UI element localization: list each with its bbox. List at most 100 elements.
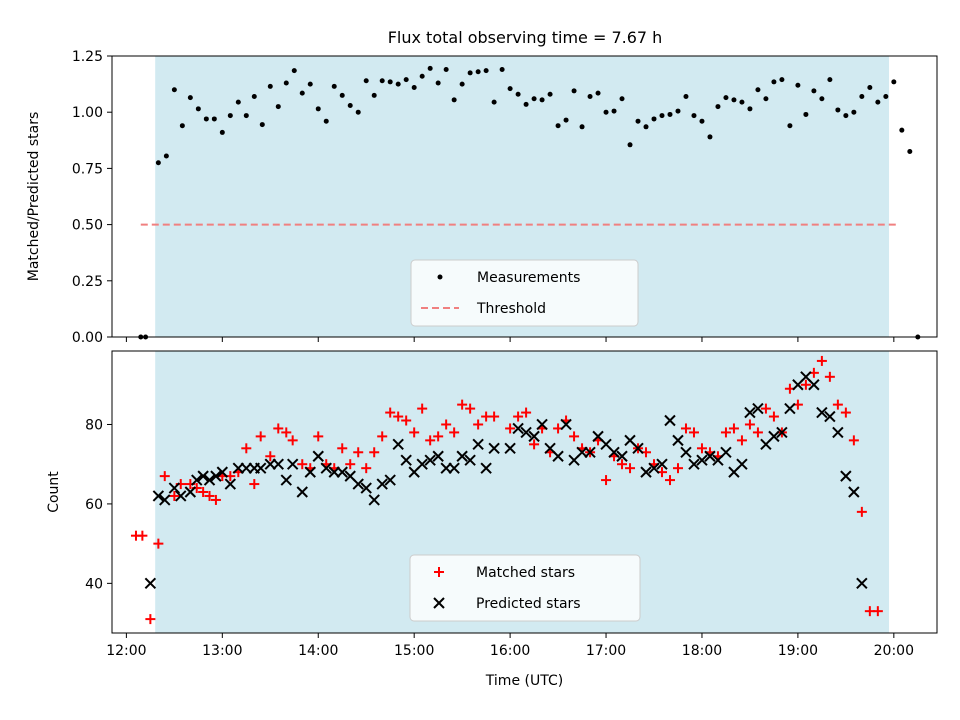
measurement-point (171, 87, 177, 93)
matched-star-point (840, 407, 851, 418)
matched-star-point (337, 443, 348, 454)
x-tick-label: 14:00 (298, 643, 338, 659)
y-axis-label: Count (46, 471, 62, 513)
measurement-point (315, 106, 321, 112)
measurement-point (155, 160, 161, 166)
x-tick-label: 19:00 (778, 643, 818, 659)
x-tick-label: 15:00 (394, 643, 434, 659)
x-tick-label: 13:00 (202, 643, 242, 659)
measurement-point (539, 97, 545, 103)
top-legend: Measurements Threshold (410, 259, 639, 327)
measurement-point (243, 113, 249, 119)
matched-star-point (752, 427, 763, 438)
predicted-star-point (520, 426, 532, 439)
predicted-star-point (720, 446, 732, 458)
y-tick-label: 1.00 (72, 105, 103, 121)
measurement-point (203, 116, 209, 122)
matched-star-point (393, 411, 404, 422)
matched-star-point (417, 403, 428, 414)
measurement-point (459, 81, 465, 87)
predicted-star-point (392, 438, 404, 451)
measurement-point (195, 106, 201, 112)
matched-star-point (210, 494, 221, 505)
predicted-star-point (197, 470, 209, 482)
matched-star-point (449, 427, 460, 438)
measurement-point (803, 111, 809, 117)
predicted-star-point (672, 434, 684, 447)
matched-star-point (401, 415, 412, 426)
measurement-point (555, 123, 561, 129)
bottom-series-2 (144, 371, 868, 590)
measurement-point (635, 118, 641, 124)
measurement-point (899, 127, 905, 133)
legend-measurement-swatch (437, 274, 443, 280)
legend-label: Matched stars (476, 565, 575, 581)
y-tick-label: 60 (85, 497, 103, 513)
matched-star-point (521, 407, 532, 418)
measurement-point (603, 109, 609, 115)
predicted-star-point (560, 418, 572, 431)
measurement-point (707, 134, 713, 140)
measurement-point (227, 113, 233, 119)
measurement-point (627, 142, 633, 148)
predicted-star-point (688, 458, 700, 470)
predicted-star-point (272, 458, 284, 470)
matched-star-point (680, 423, 691, 434)
measurement-point (259, 122, 265, 128)
measurement-point (339, 92, 345, 98)
measurement-point (403, 77, 409, 83)
matched-star-point (441, 419, 452, 430)
matched-star-point (287, 435, 298, 446)
matched-star-point (204, 490, 215, 501)
matched-star-point (457, 399, 468, 410)
measurement-point (435, 80, 441, 86)
measurement-point (299, 90, 305, 96)
matched-star-point (744, 419, 755, 430)
chart-title: Flux total observing time = 7.67 h (388, 28, 663, 47)
predicted-star-point (464, 454, 476, 466)
legend-label: Measurements (477, 270, 580, 286)
matched-star-point (433, 431, 444, 442)
matched-star-point (137, 530, 148, 541)
measurement-point (283, 80, 289, 86)
legend-label: Threshold (476, 301, 546, 317)
measurement-point (747, 106, 753, 112)
predicted-star-point (424, 454, 436, 466)
predicted-star-point (512, 422, 524, 435)
predicted-star-point (680, 446, 692, 458)
measurement-point (787, 123, 793, 129)
predicted-star-point (776, 426, 788, 439)
predicted-star-point (640, 466, 652, 478)
matched-star-point (768, 411, 779, 422)
measurement-point (715, 104, 721, 110)
top-series-1 (138, 65, 921, 340)
matched-star-point (297, 459, 308, 470)
measurement-point (731, 97, 737, 103)
predicted-star-point (168, 482, 181, 494)
matched-star-point (249, 479, 260, 490)
y-tick-label: 80 (85, 417, 103, 433)
predicted-star-point (304, 466, 316, 478)
predicted-star-point (528, 430, 540, 443)
matched-star-point (672, 463, 683, 474)
measurement-point (691, 113, 697, 119)
matched-star-point (720, 427, 731, 438)
matched-star-point (696, 443, 707, 454)
predicted-star-point (504, 442, 516, 455)
measurement-point (675, 108, 681, 114)
measurement-point (427, 65, 433, 71)
measurement-point (875, 99, 881, 105)
measurement-point (379, 78, 385, 84)
matched-star-point (265, 451, 276, 462)
matched-star-point (369, 447, 380, 458)
measurement-point (827, 77, 833, 83)
measurement-point (179, 123, 185, 129)
predicted-star-point (816, 406, 828, 419)
matched-star-point (688, 427, 699, 438)
predicted-star-point (400, 454, 412, 466)
measurement-point (795, 82, 801, 88)
measurement-point (563, 117, 569, 123)
matched-star-point (159, 471, 170, 482)
measurement-point (651, 116, 657, 122)
measurement-point (867, 84, 873, 90)
